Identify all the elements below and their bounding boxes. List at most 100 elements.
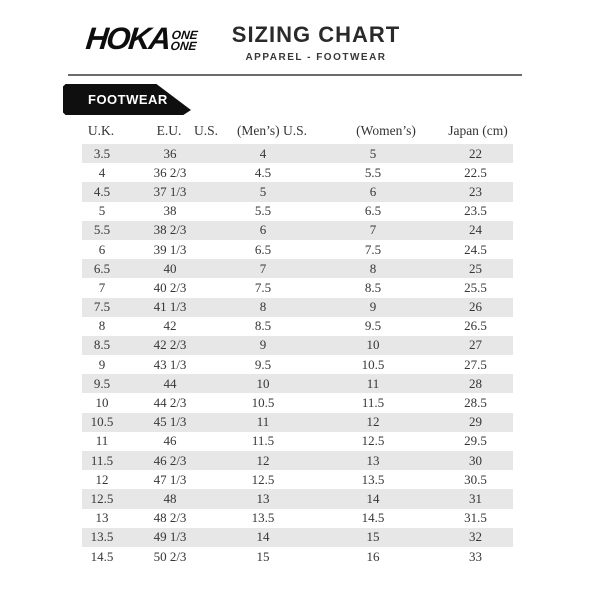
table-cell: 16 <box>366 548 380 564</box>
table-row: 12.5 48 13 14 31 <box>82 489 513 509</box>
table-row: 4 36 2/3 4.5 5.5 22.5 <box>82 163 513 182</box>
table-cell: 10 <box>95 395 109 411</box>
table-cell: 24 <box>469 222 482 238</box>
table-cell: 8 <box>98 318 106 334</box>
table-cell: 7.5 <box>364 241 382 257</box>
table-row: 9 43 1/3 9.5 10.5 27.5 <box>82 355 513 374</box>
table-cell: 5.5 <box>364 164 382 180</box>
table-cell: 12.5 <box>361 433 385 449</box>
page-title: SIZING CHART <box>231 22 401 47</box>
table-cell: 30 <box>469 452 482 468</box>
table-cell: 44 <box>163 375 177 391</box>
table-cell: 8 <box>259 299 267 315</box>
title-block: SIZING CHART APPAREL - FOOTWEAR <box>190 22 442 63</box>
table-cell: 40 <box>163 260 177 276</box>
table-cell: 8.5 <box>93 337 111 353</box>
table-cell: 9 <box>369 299 377 315</box>
table-cell: 10 <box>256 375 270 391</box>
table-cell: 22 <box>469 145 482 161</box>
table-cell: 47 1/3 <box>153 471 187 487</box>
table-cell: 11.5 <box>90 452 114 468</box>
hoka-logo: HOKA ONE ONE <box>84 21 198 56</box>
table-cell: 7.5 <box>254 279 272 295</box>
table-row: 6 39 1/3 6.5 7.5 24.5 <box>82 240 513 259</box>
table-cell: 4.5 <box>93 183 111 199</box>
table-cell: 13 <box>256 490 270 506</box>
table-cell: 39 1/3 <box>153 241 187 257</box>
table-row: 4.5 37 1/3 5 6 23 <box>82 182 513 202</box>
header-divider <box>68 74 522 76</box>
table-cell: 29.5 <box>464 433 487 449</box>
table-row: 7 40 2/3 7.5 8.5 25.5 <box>82 278 513 297</box>
table-cell: 4 <box>98 164 106 180</box>
table-cell: 3.5 <box>93 145 111 161</box>
table-row: 8.5 42 2/3 9 10 27 <box>82 335 513 356</box>
table-cell: 12 <box>256 452 270 468</box>
table-cell: 42 2/3 <box>153 337 187 353</box>
table-cell: 5.5 <box>93 222 111 238</box>
logo-wordmark: HOKA <box>84 21 172 56</box>
table-cell: 48 <box>163 490 177 506</box>
table-cell: 46 2/3 <box>153 452 187 468</box>
table-cell: 8.5 <box>254 318 272 334</box>
table-cell: 38 2/3 <box>153 222 187 238</box>
table-cell: 6 <box>98 241 106 257</box>
table-cell: 13.5 <box>90 529 114 545</box>
table-cell: 25.5 <box>464 279 487 295</box>
table-row: 5 38 5.5 6.5 23.5 <box>82 202 513 221</box>
table-cell: 38 <box>163 203 177 219</box>
footwear-section-banner: FOOTWEAR <box>63 84 191 115</box>
table-row: 10 44 2/3 10.5 11.5 28.5 <box>82 393 513 412</box>
table-cell: 15 <box>366 529 380 545</box>
table-row: 12 47 1/3 12.5 13.5 30.5 <box>82 470 513 489</box>
table-cell: 28 <box>469 375 482 391</box>
table-cell: 5 <box>369 145 377 161</box>
table-cell: 4.5 <box>254 164 272 180</box>
column-header-uk: U.K. <box>87 123 115 138</box>
table-cell: 42 <box>163 318 177 334</box>
footwear-banner-label: FOOTWEAR <box>88 92 168 107</box>
table-cell: 14.5 <box>90 548 114 564</box>
table-row: 8 42 8.5 9.5 26.5 <box>82 317 513 336</box>
table-row: 13.5 49 1/3 14 15 32 <box>82 527 513 547</box>
table-header-row: U.K. E.U. U.S. (Men’s) U.S. (Women’s) Ja… <box>82 123 513 144</box>
table-cell: 9 <box>259 337 267 353</box>
sizing-table: U.K. E.U. U.S. (Men’s) U.S. (Women’s) Ja… <box>82 123 513 566</box>
table-row: 13 48 2/3 13.5 14.5 31.5 <box>82 509 513 528</box>
table-cell: 4 <box>259 145 267 161</box>
table-cell: 43 1/3 <box>153 356 187 372</box>
table-cell: 12.5 <box>90 490 114 506</box>
table-cell: 44 2/3 <box>153 395 187 411</box>
table-cell: 23.5 <box>464 203 487 219</box>
table-cell: 46 <box>163 433 177 449</box>
table-row: 6.5 40 7 8 25 <box>82 259 513 279</box>
table-cell: 11.5 <box>361 395 385 411</box>
table-cell: 7 <box>259 260 267 276</box>
table-cell: 14 <box>256 529 270 545</box>
table-cell: 9 <box>98 356 106 372</box>
table-cell: 36 2/3 <box>153 164 187 180</box>
table-row: 14.5 50 2/3 15 16 33 <box>82 547 513 566</box>
table-cell: 8 <box>369 260 377 276</box>
table-row: 11.5 46 2/3 12 13 30 <box>82 451 513 471</box>
table-cell: 26.5 <box>464 318 487 334</box>
table-cell: 30.5 <box>464 471 487 487</box>
table-cell: 12.5 <box>251 471 275 487</box>
table-cell: 14.5 <box>361 510 385 526</box>
table-cell: 49 1/3 <box>153 529 187 545</box>
table-cell: 41 1/3 <box>153 299 187 315</box>
table-cell: 14 <box>366 490 380 506</box>
table-cell: 11 <box>366 375 380 391</box>
table-cell: 36 <box>163 145 177 161</box>
table-cell: 11 <box>95 433 109 449</box>
table-row: 10.5 45 1/3 11 12 29 <box>82 412 513 432</box>
table-cell: 6.5 <box>93 260 111 276</box>
page-subtitle: APPAREL - FOOTWEAR <box>245 52 387 63</box>
table-cell: 9.5 <box>254 356 272 372</box>
table-cell: 50 2/3 <box>153 548 187 564</box>
table-cell: 6 <box>369 183 377 199</box>
table-cell: 11.5 <box>251 433 275 449</box>
table-cell: 27 <box>469 337 482 353</box>
table-cell: 22.5 <box>464 164 487 180</box>
